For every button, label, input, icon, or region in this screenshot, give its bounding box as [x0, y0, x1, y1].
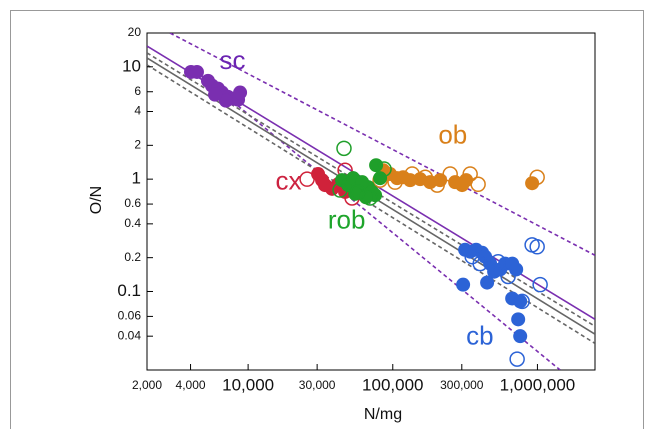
x-tick-label: 2,000	[132, 378, 162, 392]
y-tick-label: 0.1	[117, 281, 141, 300]
x-tick-label: 1,000,000	[500, 375, 576, 394]
x-tick-label: 10,000	[222, 375, 274, 394]
x-tick-label: 300,000	[440, 378, 484, 392]
point	[514, 293, 530, 310]
x-tick-label: 30,000	[299, 378, 336, 392]
x-axis-label: N/mg	[364, 406, 402, 423]
point	[336, 140, 352, 157]
group-label: rob	[328, 204, 366, 234]
y-tick-label: 20	[128, 25, 142, 39]
point	[332, 182, 348, 198]
y-tick-label: 0.04	[118, 328, 142, 342]
point	[417, 169, 433, 185]
group-label: cx	[275, 166, 301, 196]
point	[442, 166, 458, 182]
point	[376, 161, 392, 177]
point	[358, 190, 373, 205]
group-label: ob	[438, 119, 467, 149]
point	[511, 312, 526, 327]
y-tick-label: 2	[134, 138, 141, 152]
y-axis-label: O/N	[88, 186, 105, 214]
x-tick-label: 4,000	[176, 378, 206, 392]
y-tick-label: 0.6	[124, 196, 141, 210]
y-tick-label: 0.06	[118, 309, 142, 323]
point	[433, 173, 448, 188]
point	[470, 176, 486, 193]
point	[472, 255, 488, 272]
y-tick-label: 0.4	[124, 216, 141, 230]
y-tick-label: 10	[122, 56, 141, 75]
point	[525, 176, 540, 191]
point	[362, 190, 378, 206]
point	[509, 351, 525, 367]
y-tick-label: 0.2	[124, 250, 141, 264]
frame	[10, 10, 644, 429]
point	[480, 275, 495, 290]
point	[500, 268, 516, 285]
plot-area	[146, 32, 596, 371]
point	[350, 184, 366, 200]
group-label: sc	[220, 45, 246, 75]
group-label: cb	[466, 320, 493, 350]
y-tick-label: 6	[134, 84, 141, 98]
point	[456, 277, 471, 292]
point	[458, 242, 473, 257]
points	[184, 64, 548, 367]
x-tick-label: 100,000	[362, 375, 423, 394]
point	[233, 85, 248, 100]
point	[369, 158, 384, 173]
point	[218, 93, 233, 108]
point	[373, 171, 388, 186]
y-tick-label: 4	[134, 104, 141, 118]
point	[529, 169, 545, 185]
point	[524, 237, 540, 253]
point	[462, 166, 478, 182]
point	[429, 177, 445, 193]
point	[189, 64, 204, 79]
point	[387, 174, 403, 190]
point	[513, 329, 528, 344]
point	[509, 262, 524, 277]
point	[532, 276, 548, 293]
y-tick-label: 1	[132, 169, 141, 188]
point	[299, 171, 315, 187]
fit-line	[147, 64, 595, 345]
fit-line	[199, 74, 561, 370]
point	[208, 87, 223, 102]
fit-line	[169, 33, 595, 256]
point	[490, 253, 506, 270]
